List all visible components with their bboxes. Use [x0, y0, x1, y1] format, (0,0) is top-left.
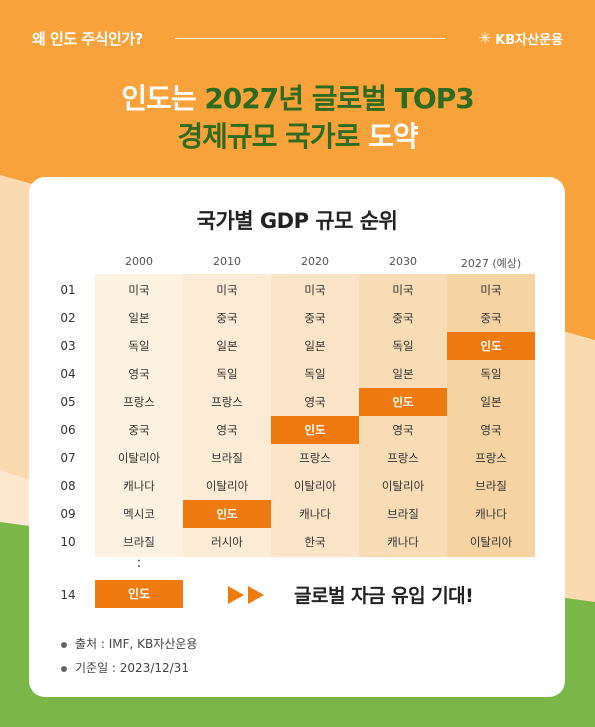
- country-cell: 이탈리아: [293, 479, 337, 493]
- country-cell: 영국: [216, 423, 238, 437]
- india-highlight-cell: 인도: [359, 388, 447, 416]
- country-cell: 캐나다: [123, 479, 155, 493]
- column-band: [271, 274, 359, 557]
- country-cell: 브라질: [123, 535, 155, 549]
- headline-text: 인도는: [121, 82, 205, 115]
- headline-emphasis: 2027년 글로벌 TOP3: [204, 82, 474, 115]
- rank-label: 09: [60, 507, 76, 521]
- country-cell: 브라질: [475, 479, 507, 493]
- india-highlight-cell: 인도: [183, 500, 271, 528]
- rank-label: 02: [60, 311, 76, 325]
- country-cell: 이탈리아: [469, 535, 513, 549]
- header-question: 왜 인도 주식인가?: [32, 30, 143, 48]
- rank-label: 03: [60, 339, 76, 353]
- header-divider: [175, 38, 445, 39]
- country-cell: 중국: [480, 311, 502, 325]
- country-cell: 일본: [216, 339, 238, 353]
- continuation-dots: :: [136, 555, 142, 571]
- country-cell: 영국: [480, 423, 502, 437]
- brand-logo-text: KB자산운용: [495, 33, 563, 48]
- double-play-arrow-icon: [228, 586, 268, 608]
- column-header: 2010: [213, 255, 241, 268]
- country-cell: 일본: [304, 339, 326, 353]
- country-cell: 프랑스: [387, 451, 419, 465]
- country-cell: 이탈리아: [381, 479, 425, 493]
- rank-label: 08: [60, 479, 76, 493]
- country-cell: 캐나다: [387, 535, 419, 549]
- country-cell: 러시아: [211, 535, 243, 549]
- country-cell: 미국: [480, 283, 502, 297]
- country-cell: 영국: [392, 423, 414, 437]
- headline-line-2: 경제규모 국가로 도약: [0, 118, 595, 156]
- country-cell: 멕시코: [123, 507, 155, 521]
- country-cell: 중국: [128, 423, 150, 437]
- column-band: [95, 274, 183, 557]
- headline-emphasis: 경제규모 국가로: [177, 120, 360, 153]
- source-text: 출처 : IMF, KB자산운용: [75, 637, 198, 651]
- rank-label: 04: [60, 367, 76, 381]
- rank-label: 07: [60, 451, 76, 465]
- country-cell: 프랑스: [299, 451, 331, 465]
- rank-label: 01: [60, 283, 76, 297]
- country-cell: 브라질: [387, 507, 419, 521]
- country-cell: 미국: [392, 283, 414, 297]
- country-cell: 프랑스: [211, 395, 243, 409]
- country-cell: 독일: [304, 367, 326, 381]
- india-highlight-cell: 인도: [447, 332, 535, 360]
- country-cell: 이탈리아: [205, 479, 249, 493]
- headline-text: 도약: [359, 120, 419, 153]
- source-note: 출처 : IMF, KB자산운용: [61, 635, 197, 652]
- country-cell: 프랑스: [475, 451, 507, 465]
- country-cell: 중국: [392, 311, 414, 325]
- column-header: 2027 (예상): [460, 257, 522, 270]
- country-cell: 미국: [304, 283, 326, 297]
- country-cell: 캐나다: [475, 507, 507, 521]
- rank-label: 05: [60, 395, 76, 409]
- headline: 인도는 2027년 글로벌 TOP3 경제규모 국가로 도약: [0, 80, 595, 156]
- country-cell: 캐나다: [299, 507, 331, 521]
- date-note: 기준일 : 2023/12/31: [61, 659, 189, 676]
- rank-label: 10: [60, 535, 76, 549]
- table-title: 국가별 GDP 규모 순위: [196, 209, 398, 233]
- date-text: 기준일 : 2023/12/31: [75, 661, 189, 675]
- country-cell: 미국: [128, 283, 150, 297]
- country-cell: 브라질: [211, 451, 243, 465]
- country-cell: 영국: [304, 395, 326, 409]
- country-cell: 이탈리아: [117, 451, 161, 465]
- rank-label: 06: [60, 423, 76, 437]
- country-cell: 중국: [216, 311, 238, 325]
- india-rank14-cell: 인도: [95, 580, 183, 608]
- headline-line-1: 인도는 2027년 글로벌 TOP3: [0, 80, 595, 118]
- country-cell: 독일: [480, 367, 502, 381]
- column-header: 2000: [125, 255, 153, 268]
- ranking-card: 국가별 GDP 규모 순위 2000 2010 2020 2030 2027 (예상) 0…: [29, 177, 565, 697]
- rank-label: 14: [60, 588, 76, 602]
- country-cell: 독일: [128, 339, 150, 353]
- india-highlight-cell: 인도: [271, 416, 359, 444]
- brand-logo: ✳ KB자산운용: [478, 29, 563, 49]
- cta-text: 글로벌 자금 유입 기대!: [294, 585, 474, 607]
- country-cell: 영국: [128, 367, 150, 381]
- kb-star-icon: ✳: [478, 29, 492, 47]
- bullet-icon: [61, 641, 67, 648]
- column-header: 2020: [301, 255, 329, 268]
- country-cell: 독일: [392, 339, 414, 353]
- country-cell: 한국: [304, 535, 326, 549]
- country-cell: 독일: [216, 367, 238, 381]
- country-cell: 중국: [304, 311, 326, 325]
- country-cell: 일본: [480, 395, 502, 409]
- column-band: [447, 274, 535, 557]
- country-cell: 미국: [216, 283, 238, 297]
- bullet-icon: [61, 665, 67, 672]
- country-cell: 일본: [128, 311, 150, 325]
- column-header: 2030: [389, 255, 417, 268]
- country-cell: 일본: [392, 367, 414, 381]
- country-cell: 프랑스: [123, 395, 155, 409]
